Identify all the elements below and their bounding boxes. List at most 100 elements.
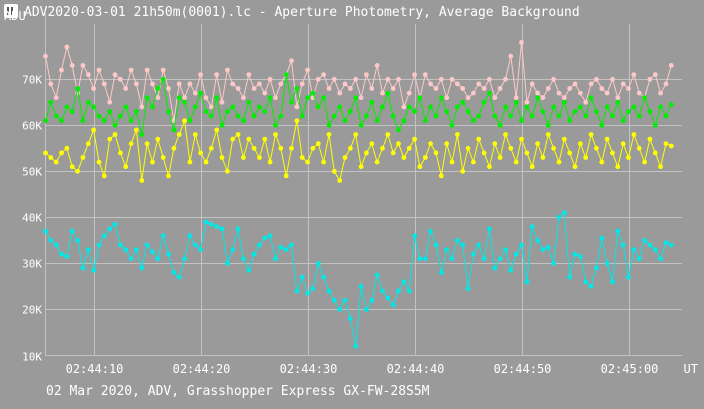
series-1-point	[326, 122, 332, 128]
series-0-point	[182, 95, 188, 101]
series-1-point	[626, 109, 631, 114]
series-1-point	[241, 118, 246, 124]
series-2-point	[144, 141, 150, 147]
series-1-point	[396, 127, 401, 133]
series-1-point	[118, 113, 123, 119]
series-0-point	[455, 81, 460, 87]
series-3-point	[310, 286, 316, 292]
series-0-point	[85, 72, 91, 77]
series-1-point	[620, 118, 626, 124]
series-3-point	[101, 233, 107, 239]
series-2-point	[246, 136, 252, 142]
series-2-point	[182, 118, 188, 124]
series-2-point	[251, 145, 257, 151]
series-0-point	[208, 104, 214, 110]
series-1-point	[192, 104, 198, 110]
series-0-point	[412, 72, 417, 77]
series-2-point	[412, 136, 417, 142]
series-0-point	[668, 63, 674, 68]
series-2-point	[267, 159, 273, 165]
series-0-point	[567, 86, 573, 91]
series-0-point	[48, 81, 54, 87]
series-3-point	[417, 256, 423, 262]
series-1-point	[69, 109, 75, 114]
series-2-point	[519, 136, 524, 142]
series-1-point	[219, 122, 225, 128]
series-1-point	[481, 99, 487, 105]
series-2-point	[572, 164, 578, 170]
series-1-point	[492, 113, 498, 119]
series-3-point	[578, 254, 583, 259]
series-2-point	[123, 164, 129, 170]
series-3-point	[369, 297, 375, 303]
series-1-point	[594, 109, 599, 114]
series-0-point	[118, 76, 123, 82]
series-1-point	[358, 122, 364, 128]
series-3-point	[208, 221, 214, 227]
series-2-point	[524, 150, 530, 156]
series-1-point	[364, 113, 369, 119]
series-0-point	[101, 81, 107, 87]
series-0-point	[353, 76, 359, 82]
x-axis-label: UT	[684, 362, 698, 376]
series-1-point	[524, 104, 530, 110]
series-2-point	[481, 150, 487, 156]
series-2-point	[578, 141, 583, 147]
series-0-point	[331, 76, 337, 82]
series-3-point	[374, 272, 380, 278]
series-2-point	[626, 155, 631, 160]
series-3-point	[588, 284, 594, 289]
series-0-point	[433, 86, 439, 91]
series-1-point	[225, 109, 230, 114]
x-tick-label: 02:44:10	[66, 362, 124, 376]
series-2-point	[396, 141, 401, 147]
series-1-point	[540, 109, 546, 114]
series-3-point	[294, 288, 300, 294]
series-0-point	[358, 95, 364, 101]
series-0-point	[267, 76, 273, 82]
series-0-point	[348, 86, 353, 91]
series-3-point	[422, 256, 428, 262]
series-0-point	[364, 72, 369, 77]
series-0-point	[449, 76, 455, 82]
series-1-point	[428, 104, 433, 110]
series-1-point	[503, 104, 508, 110]
series-2-point	[599, 159, 605, 165]
series-1-point	[305, 95, 310, 101]
series-1-point	[572, 109, 578, 114]
series-2-point	[48, 155, 54, 160]
series-0-point	[107, 99, 113, 105]
series-1-point	[567, 118, 573, 124]
series-0-point	[578, 90, 583, 96]
series-3-point	[251, 251, 257, 257]
series-0-point	[53, 95, 59, 101]
series-2-point	[59, 150, 64, 156]
series-1-point	[144, 95, 150, 101]
series-3-point	[535, 238, 540, 243]
series-0-point	[497, 86, 503, 91]
series-0-point	[572, 81, 578, 87]
series-3-point	[658, 256, 663, 262]
series-1-point	[321, 95, 326, 101]
series-0-point	[112, 72, 118, 77]
series-1-point	[278, 113, 284, 119]
series-1-point	[310, 90, 316, 96]
series-0-point	[225, 67, 230, 73]
series-0-point	[513, 95, 519, 101]
series-0-point	[80, 63, 86, 68]
series-0-point	[519, 40, 524, 45]
series-3-point	[626, 274, 631, 280]
series-1-point	[380, 104, 385, 110]
series-3-point	[556, 215, 562, 220]
series-1-point	[374, 118, 380, 124]
series-1-point	[652, 122, 658, 128]
series-2-point	[428, 141, 433, 147]
series-2-point	[620, 141, 626, 147]
series-0-point	[508, 53, 514, 59]
series-3-point	[497, 256, 503, 262]
series-1-point	[385, 90, 391, 96]
series-3-point	[198, 247, 204, 253]
series-2-point	[380, 145, 385, 151]
chart-app-icon[interactable]	[4, 4, 18, 18]
